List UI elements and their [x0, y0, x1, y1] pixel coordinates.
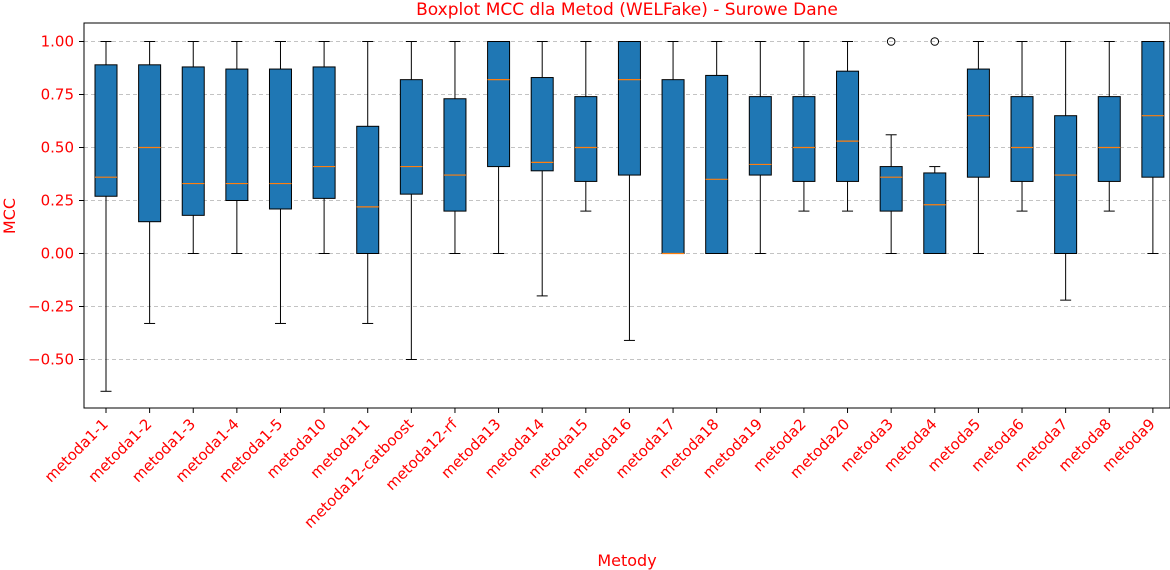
iqr-box: [879, 166, 903, 212]
box-metoda3: [879, 37, 903, 254]
box-metoda7: [1054, 41, 1078, 301]
y-tick-label: −0.50: [28, 351, 74, 369]
iqr-box: [836, 70, 860, 182]
box-metoda8: [1097, 41, 1121, 212]
box-metoda12-rf: [443, 41, 467, 254]
outlier-point: [930, 37, 940, 46]
box-metoda20: [836, 41, 860, 212]
box-metoda17: [661, 41, 685, 255]
iqr-box: [312, 66, 336, 199]
iqr-box: [225, 68, 249, 201]
box-metoda11: [356, 41, 380, 324]
box-metoda12-catboost: [399, 41, 423, 360]
iqr-box: [1054, 115, 1078, 254]
iqr-box: [530, 77, 554, 172]
x-axis-ticks: metoda1-1metoda1-2metoda1-3metoda1-4meto…: [41, 408, 1159, 532]
iqr-box: [94, 64, 118, 197]
y-tick-label: 0.50: [41, 139, 74, 157]
boxes: [94, 37, 1165, 392]
iqr-box: [617, 41, 641, 176]
y-tick-label: 0.00: [41, 245, 74, 263]
iqr-box: [792, 96, 816, 182]
box-metoda19: [748, 41, 772, 254]
chart-title: Boxplot MCC dla Metod (WELFake) - Surowe…: [416, 0, 838, 20]
box-metoda14: [530, 41, 554, 297]
iqr-box: [443, 98, 467, 212]
box-metoda13: [487, 41, 511, 254]
box-metoda4: [923, 37, 947, 254]
iqr-box: [181, 66, 205, 216]
box-metoda1-1: [94, 41, 118, 392]
box-metoda1-4: [225, 41, 249, 254]
box-metoda1-2: [138, 41, 162, 324]
box-metoda15: [574, 41, 598, 212]
outlier-point: [886, 37, 896, 46]
box-metoda9: [1141, 41, 1165, 254]
iqr-box: [356, 125, 380, 254]
y-axis-ticks: −0.50 −0.25 0.00 0.25 0.50 0.75 1.00: [28, 33, 84, 369]
iqr-box: [1097, 96, 1121, 182]
iqr-box: [966, 68, 990, 178]
y-tick-label: 0.75: [41, 86, 74, 104]
box-metoda1-3: [181, 41, 205, 254]
box-metoda1-5: [268, 41, 292, 324]
y-tick-label: 0.25: [41, 192, 74, 210]
box-metoda2: [792, 41, 816, 212]
iqr-box: [705, 74, 729, 254]
y-tick-label: 1.00: [41, 33, 74, 51]
iqr-box: [661, 79, 685, 254]
plot-frame: [83, 22, 1170, 409]
iqr-box: [748, 96, 772, 176]
iqr-box: [268, 68, 292, 210]
box-metoda10: [312, 41, 336, 254]
box-metoda16: [617, 41, 641, 341]
iqr-box: [1141, 41, 1165, 178]
iqr-box: [923, 172, 947, 254]
iqr-box: [574, 96, 598, 182]
box-metoda18: [705, 41, 729, 254]
iqr-box: [399, 79, 423, 195]
y-tick-label: −0.25: [28, 298, 74, 316]
box-metoda6: [1010, 41, 1034, 212]
iqr-box: [1010, 96, 1034, 182]
x-axis-label: Metody: [597, 551, 656, 570]
iqr-box: [487, 41, 511, 168]
iqr-box: [138, 64, 162, 223]
box-metoda5: [966, 41, 990, 254]
y-axis-label: MCC: [0, 198, 19, 234]
